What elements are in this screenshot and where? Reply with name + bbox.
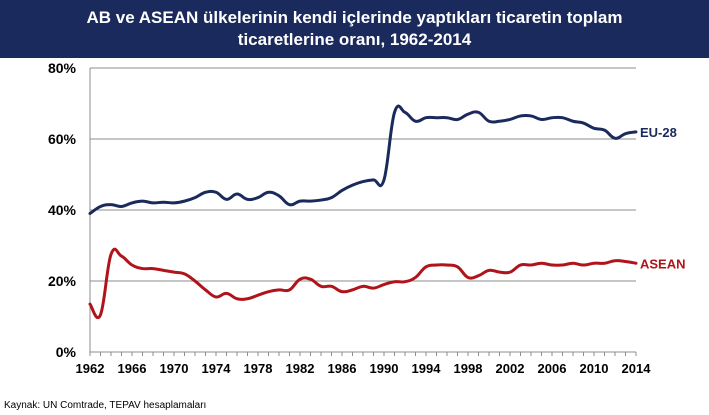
y-tick-label: 80% (48, 60, 77, 76)
y-tick-label: 40% (48, 202, 77, 218)
x-tick-label: 2006 (538, 361, 567, 376)
series-label-asean: ASEAN (640, 256, 686, 271)
series-label-eu-28: EU-28 (640, 125, 677, 140)
axes (89, 68, 637, 356)
y-tick-label: 60% (48, 131, 77, 147)
grid (90, 67, 636, 282)
chart-title-line2: ticaretlerine oranı, 1962-2014 (237, 30, 472, 49)
x-tick-label: 2014 (622, 361, 652, 376)
x-tick-label: 1970 (160, 361, 189, 376)
x-tick-label: 1974 (202, 361, 232, 376)
x-tick-label: 1986 (328, 361, 357, 376)
labels: 0% 20% 40% 60% 80% 1962 1966 1970 1974 1978 1982 19… (48, 60, 686, 376)
series-line-asean (88, 247, 638, 320)
x-tick-label: 2010 (580, 361, 609, 376)
source-note: Kaynak: UN Comtrade, TEPAV hesaplamaları (4, 400, 207, 411)
x-tick-label: 2002 (496, 361, 525, 376)
x-tick-label: 1966 (118, 361, 147, 376)
y-tick-label: 20% (48, 273, 77, 289)
line-chart: 0% 20% 40% 60% 80% 1962 1966 1970 1974 1978 1982 19… (48, 60, 686, 376)
y-tick-label: 0% (56, 344, 77, 360)
x-tick-label: 1990 (370, 361, 399, 376)
chart-title: AB ve ASEAN ülkelerinin kendi içlerinde … (0, 0, 709, 58)
series-line-eu-28 (88, 104, 638, 216)
x-tick-label: 1982 (286, 361, 315, 376)
x-tick-label: 1998 (454, 361, 483, 376)
chart-title-line1: AB ve ASEAN ülkelerinin kendi içlerinde … (86, 8, 623, 27)
series (88, 104, 638, 320)
x-tick-label: 1962 (76, 361, 105, 376)
x-tick-label: 1994 (412, 361, 442, 376)
x-tick-label: 1978 (244, 361, 273, 376)
